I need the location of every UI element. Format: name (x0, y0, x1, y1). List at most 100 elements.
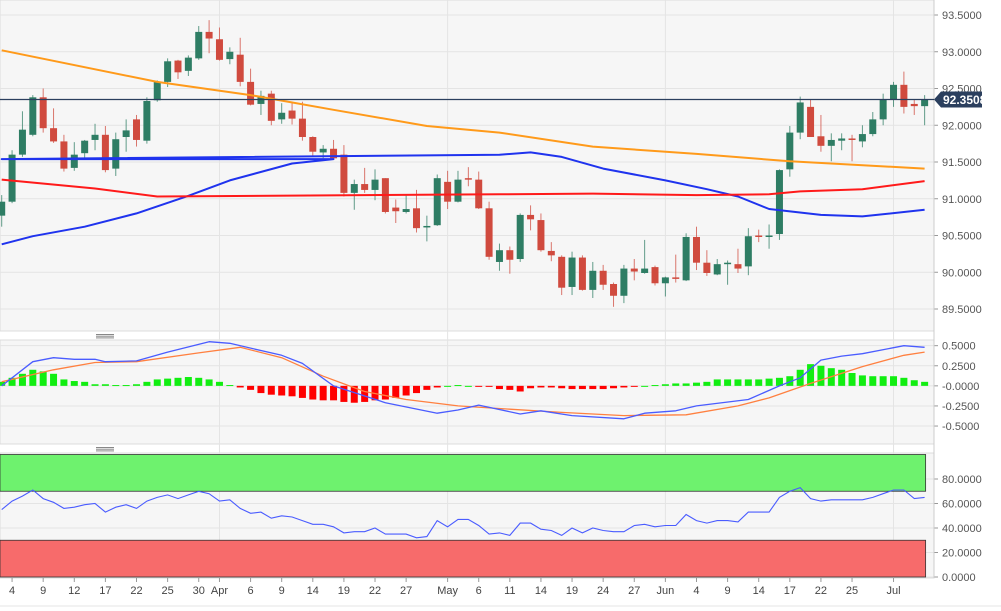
macd-histogram-bar (133, 384, 141, 386)
moving-average-red (1, 178, 925, 198)
macd-histogram-bar (630, 385, 638, 387)
macd-histogram-bar (0, 381, 6, 386)
candle-down (60, 141, 68, 169)
macd-axis-label: -0.0000 (942, 381, 979, 393)
candle-down (288, 110, 296, 119)
candle-up (641, 268, 649, 273)
candle-up (589, 270, 597, 290)
price-axis-label: 90.5000 (942, 231, 982, 243)
macd-histogram-bar (682, 383, 690, 386)
pane-resize-handle-icon[interactable] (96, 448, 114, 450)
macd-histogram-bar (174, 377, 182, 386)
candle-down (547, 250, 555, 256)
candle-up (516, 214, 524, 260)
main-pane-background (0, 0, 935, 332)
candle-down (267, 93, 275, 121)
moving-average-blue (0, 151, 925, 246)
candle-up (858, 134, 866, 142)
candle-down (703, 262, 711, 273)
macd-histogram-bar (319, 385, 327, 401)
candle-up (195, 31, 203, 59)
candle-up (796, 102, 804, 133)
macd-histogram-bar (661, 384, 669, 386)
candle-down (817, 136, 825, 146)
candle-down (848, 138, 856, 140)
macd-histogram-bar (50, 373, 58, 386)
pane-resize-handle-icon[interactable] (96, 335, 114, 337)
macd-histogram-bar (205, 379, 213, 386)
macd-histogram-bar (330, 385, 338, 401)
time-axis-label: 6 (248, 585, 254, 597)
time-axis-label: 19 (338, 585, 350, 597)
candle-up (350, 184, 358, 193)
candle-down (807, 106, 815, 138)
candle-up (744, 236, 752, 267)
candle-up (765, 235, 773, 237)
rsi-oversold-zone (0, 539, 927, 578)
candle-down (205, 31, 213, 39)
candle-down (39, 97, 47, 129)
time-axis-label: 27 (628, 585, 640, 597)
macd-histogram-bar (495, 385, 503, 390)
time-axis-label: 9 (279, 585, 285, 597)
time-axis-label: 12 (68, 585, 80, 597)
macd-histogram-bar (464, 385, 472, 387)
macd-pane-background (0, 339, 935, 445)
pane-resize-handle-icon[interactable] (96, 334, 114, 335)
macd-histogram-bar (257, 385, 265, 394)
macd-histogram-bar (817, 365, 825, 386)
candle-down (506, 250, 514, 260)
macd-histogram-bar (890, 376, 898, 386)
macd-histogram-bar (70, 381, 78, 386)
macd-histogram-bar (340, 385, 348, 402)
macd-histogram-bar (527, 385, 535, 389)
pane-resize-handles[interactable] (96, 334, 114, 452)
macd-histogram-bar (547, 385, 555, 388)
candle-up (786, 132, 794, 170)
macd-histogram-bar (29, 369, 37, 386)
time-axis-label: 4 (693, 585, 699, 597)
time-axis-label: 14 (307, 585, 319, 597)
macd-histogram-bar (226, 385, 234, 387)
macd-histogram-bar (215, 381, 223, 386)
macd-histogram-bar (589, 385, 597, 390)
rsi-axis-label: 20.0000 (942, 548, 982, 560)
candle-up (29, 97, 37, 135)
last-price-marker: 92.3508 (0, 91, 987, 108)
time-axis-label: 30 (193, 585, 205, 597)
candle-up (454, 179, 462, 202)
macd-signal-line (1, 346, 925, 417)
pane-resize-handle-icon[interactable] (96, 450, 114, 452)
candle-down (444, 181, 452, 202)
macd-histogram-bar (838, 369, 846, 386)
macd-histogram-bar (672, 383, 680, 386)
macd-axis-label: -0.5000 (942, 421, 979, 433)
rsi-axis-label: 40.0000 (942, 523, 982, 535)
candle-up (495, 250, 503, 262)
macd-histogram-bar (610, 385, 618, 389)
candle-down (340, 154, 348, 193)
candle-up (713, 264, 721, 275)
candle-up (164, 61, 172, 82)
candle-up (869, 119, 877, 135)
macd-histogram-bar (734, 379, 742, 386)
candle-up (423, 225, 431, 228)
macd-histogram-bar (361, 385, 369, 402)
macd-histogram-bar (858, 375, 866, 386)
macd-histogram-bar (60, 379, 68, 386)
rsi-axis-label: 60.0000 (942, 499, 982, 511)
pane-resize-handle-icon[interactable] (96, 337, 114, 339)
time-axis-label: 22 (130, 585, 142, 597)
candle-down (298, 118, 306, 138)
time-axis-label: Jun (657, 585, 675, 597)
candle-up (278, 112, 286, 120)
time-axis-label: 14 (753, 585, 765, 597)
candle-up (226, 51, 234, 60)
candle-up (70, 154, 78, 168)
candle-down (558, 256, 566, 288)
macd-histogram-bar (900, 377, 908, 386)
macd-histogram-bar (599, 385, 607, 390)
pane-resize-handle-icon[interactable] (96, 447, 114, 448)
